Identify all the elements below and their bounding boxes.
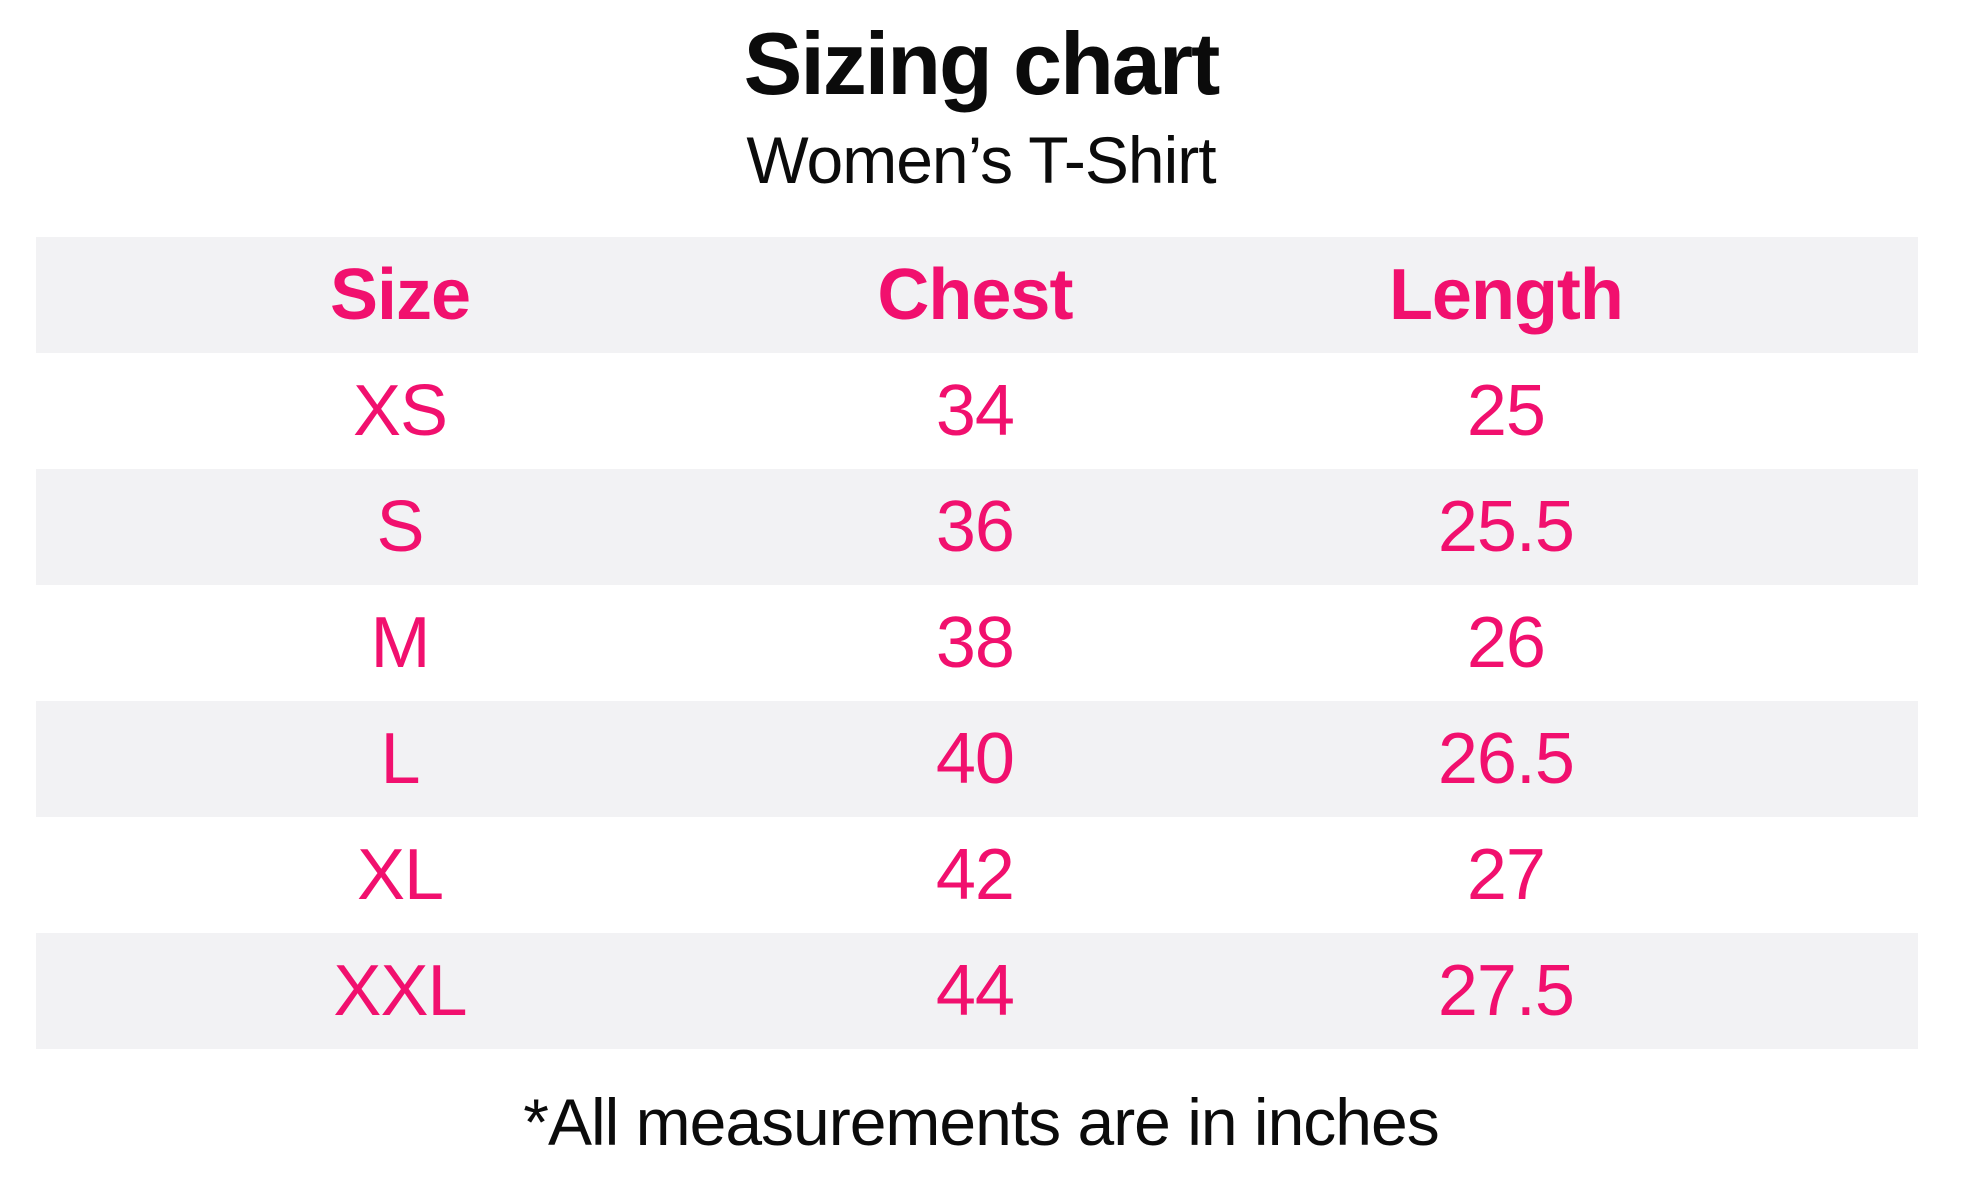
length-cell: 25.5 — [1437, 487, 1575, 567]
chest-cell: 42 — [935, 835, 1015, 915]
length-cell: 25 — [1466, 371, 1546, 451]
table-row-m: M 38 26 — [36, 585, 1918, 701]
length-cell: 27.5 — [1437, 951, 1575, 1031]
table-row-xs: XS 34 25 — [36, 353, 1918, 469]
table-row-xl: XL 42 27 — [36, 817, 1918, 933]
column-header-chest: Chest — [877, 255, 1073, 335]
size-cell: XL — [356, 835, 444, 915]
page-title: Sizing chart — [743, 14, 1221, 113]
length-cell: 26.5 — [1437, 719, 1575, 799]
header-row: Size Chest Length — [36, 237, 1918, 353]
column-header-length: Length — [1388, 255, 1624, 335]
chest-cell: 38 — [935, 603, 1015, 683]
measurements-footnote: *All measurements are in inches — [523, 1085, 1439, 1159]
chest-cell: 40 — [935, 719, 1015, 799]
length-cell: 26 — [1466, 603, 1546, 683]
sizing-table: Size Chest Length XS 34 25 S 36 25.5 M 3… — [36, 237, 1918, 1049]
length-cell: 27 — [1466, 835, 1546, 915]
size-cell: XS — [352, 371, 448, 451]
size-cell: XXL — [333, 951, 467, 1031]
page-subtitle: Women’s T-Shirt — [746, 123, 1216, 197]
table-row-l: L 40 26.5 — [36, 701, 1918, 817]
size-cell: L — [380, 719, 420, 799]
chest-cell: 44 — [935, 951, 1015, 1031]
chest-cell: 34 — [935, 371, 1015, 451]
table-row-s: S 36 25.5 — [36, 469, 1918, 585]
size-cell: M — [370, 603, 430, 683]
size-cell: S — [376, 487, 424, 567]
table-row-xxl: XXL 44 27.5 — [36, 933, 1918, 1049]
chest-cell: 36 — [935, 487, 1015, 567]
column-header-size: Size — [329, 255, 471, 335]
